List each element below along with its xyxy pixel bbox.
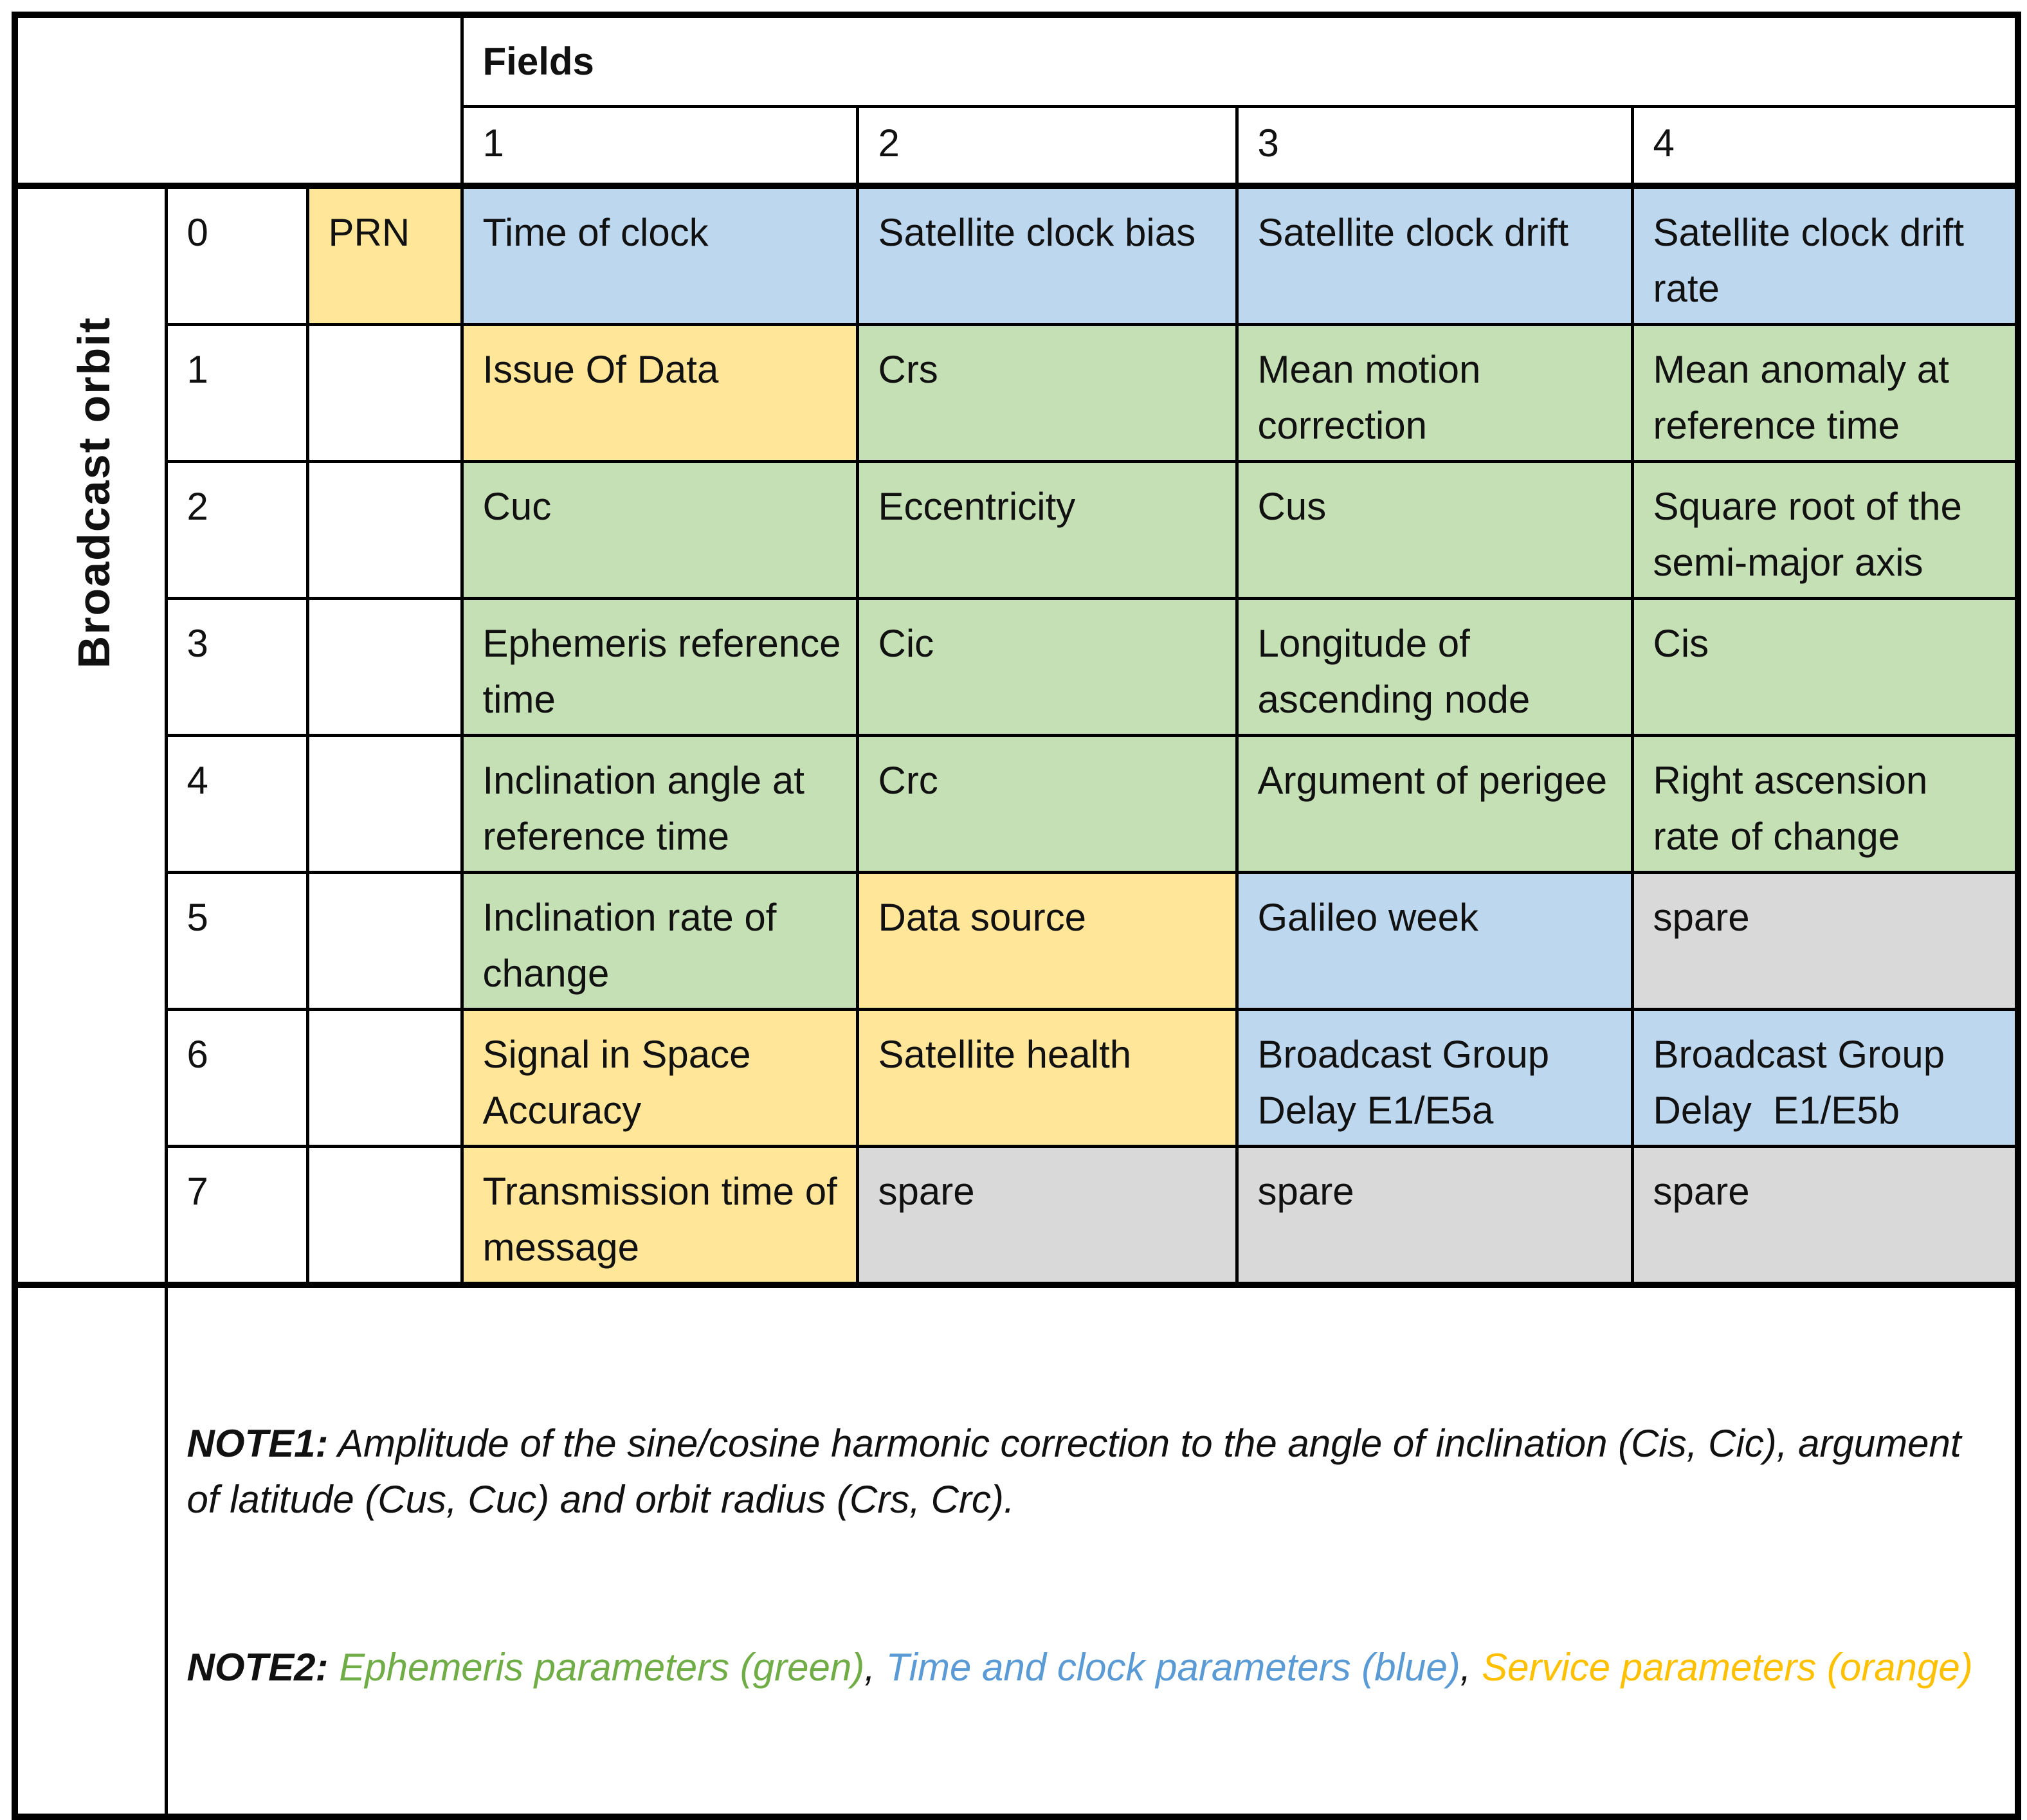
cell-r5-f1: Inclination rate of change — [460, 871, 859, 1011]
cell-r2-f2: Eccentricity — [855, 460, 1239, 600]
table-row: 7 Transmission time of message spare spa… — [15, 1145, 2020, 1287]
field-column-1-header: 1 — [460, 104, 859, 188]
cell-r1-f2: Crs — [855, 323, 1239, 463]
cell-r7-f1: Transmission time of message — [460, 1145, 859, 1287]
cell-r1-f4: Mean anomaly at reference time — [1630, 323, 2020, 463]
note2-blue-legend: Time and clock parameters (blue) — [886, 1646, 1460, 1689]
note2-green-legend: Ephemeris parameters (green) — [339, 1646, 865, 1689]
cell-r3-f3: Longitude of ascending node — [1235, 597, 1634, 737]
notes-row: NOTE1: Amplitude of the sine/cosine harm… — [13, 1282, 2020, 1819]
cell-r3-f4: Cis — [1630, 597, 2020, 737]
tag-cell-r6 — [305, 1008, 464, 1148]
tag-cell-r3 — [305, 597, 464, 737]
cell-r1-f1: Issue Of Data — [460, 323, 859, 463]
cell-r5-f3: Galileo week — [1235, 871, 1634, 1011]
cell-r7-f3: spare — [1235, 1145, 1634, 1287]
cell-r3-f1: Ephemeris reference time — [460, 597, 859, 737]
cell-r6-f3: Broadcast Group Delay E1/E5a — [1235, 1008, 1634, 1148]
cell-r2-f3: Cus — [1235, 460, 1634, 600]
cell-r2-f1: Cuc — [460, 460, 859, 600]
table-row: 2 Cuc Eccentricity Cus Square root of th… — [15, 460, 2020, 600]
tag-cell-r4 — [305, 734, 464, 874]
cell-r5-f4: spare — [1630, 871, 2020, 1011]
broadcast-orbit-table: Fields 1 2 3 4 Broadcast orbit 0 PRN Tim… — [12, 12, 2021, 1820]
notes-left-spacer-cell — [13, 1282, 168, 1819]
cell-r0-f4: Satellite clock drift rate — [1630, 183, 2020, 326]
row-number-3: 3 — [164, 597, 309, 737]
corner-cell — [13, 13, 464, 188]
tag-cell-r2 — [305, 460, 464, 600]
cell-r4-f2: Crc — [855, 734, 1239, 874]
broadcast-orbit-label: Broadcast orbit — [69, 316, 119, 669]
tag-cell-r5 — [305, 871, 464, 1011]
field-column-2-header: 2 — [855, 104, 1239, 188]
fields-header: Fields — [460, 13, 2020, 108]
document-page: Fields 1 2 3 4 Broadcast orbit 0 PRN Tim… — [12, 12, 2021, 1820]
cell-r1-f3: Mean motion correction — [1235, 323, 1634, 463]
row-number-0: 0 — [164, 183, 309, 326]
tag-cell-r7 — [305, 1145, 464, 1287]
field-column-4-header: 4 — [1630, 104, 2020, 188]
field-column-3-header: 3 — [1235, 104, 1634, 188]
note2-separator-2: , — [1460, 1646, 1482, 1689]
cell-r5-f2: Data source — [855, 871, 1239, 1011]
table-row: 4 Inclination angle at reference time Cr… — [15, 734, 2020, 874]
note2-spacer — [329, 1646, 340, 1689]
row-number-6: 6 — [164, 1008, 309, 1148]
note1-text: Amplitude of the sine/cosine harmonic co… — [186, 1422, 1972, 1521]
notes-cell: NOTE1: Amplitude of the sine/cosine harm… — [164, 1282, 2020, 1819]
prn-cell: PRN — [305, 183, 464, 326]
row-number-7: 7 — [164, 1145, 309, 1287]
table-row: 1 Issue Of Data Crs Mean motion correcti… — [15, 323, 2020, 463]
cell-r3-f2: Cic — [855, 597, 1239, 737]
row-number-2: 2 — [164, 460, 309, 600]
note2-orange-legend: Service parameters (orange) — [1482, 1646, 1973, 1689]
cell-r6-f1: Signal in Space Accuracy — [460, 1008, 859, 1148]
cell-r4-f3: Argument of perigee — [1235, 734, 1634, 874]
cell-r0-f3: Satellite clock drift — [1235, 183, 1634, 326]
cell-r0-f2: Satellite clock bias — [855, 183, 1239, 326]
cell-r7-f2: spare — [855, 1145, 1239, 1287]
cell-r2-f4: Square root of the semi-major axis — [1630, 460, 2020, 600]
row-number-1: 1 — [164, 323, 309, 463]
note2: NOTE2: Ephemeris parameters (green), Tim… — [187, 1639, 2003, 1695]
table-row: 5 Inclination rate of change Data source… — [15, 871, 2020, 1011]
note2-label: NOTE2: — [186, 1646, 329, 1689]
cell-r4-f4: Right ascension rate of change — [1630, 734, 2020, 874]
note2-separator-1: , — [864, 1646, 886, 1689]
tag-cell-r1 — [305, 323, 464, 463]
table-row: 3 Ephemeris reference time Cic Longitude… — [15, 597, 2020, 737]
note1: NOTE1: Amplitude of the sine/cosine harm… — [187, 1415, 2003, 1527]
row-number-4: 4 — [164, 734, 309, 874]
table-row: Broadcast orbit 0 PRN Time of clock Sate… — [13, 183, 2020, 1287]
cell-r6-f2: Satellite health — [855, 1008, 1239, 1148]
broadcast-orbit-label-cell: Broadcast orbit — [13, 183, 168, 1287]
table-row: 6 Signal in Space Accuracy Satellite hea… — [15, 1008, 2020, 1148]
cell-r7-f4: spare — [1630, 1145, 2020, 1287]
cell-r6-f4: Broadcast Group Delay E1/E5b — [1630, 1008, 2020, 1148]
cell-r0-f1: Time of clock — [460, 183, 859, 326]
cell-r4-f1: Inclination angle at reference time — [460, 734, 859, 874]
row-number-5: 5 — [164, 871, 309, 1011]
note1-label: NOTE1: — [186, 1422, 329, 1465]
